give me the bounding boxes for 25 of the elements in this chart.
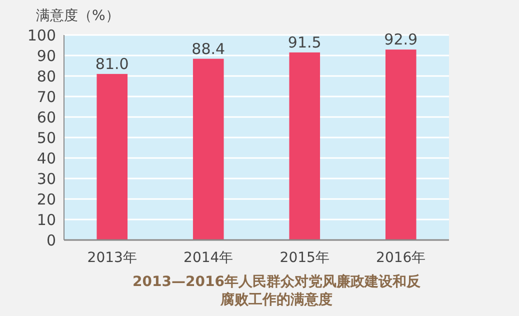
data-label: 88.4 (192, 40, 226, 58)
y-tick-label: 50 (36, 128, 56, 147)
y-tick-label: 70 (36, 88, 56, 106)
y-tick-label: 30 (36, 170, 56, 188)
y-axis-title: 满意度（%） (36, 8, 120, 24)
y-tick-label: 80 (36, 67, 56, 86)
y-tick-label: 40 (36, 149, 56, 168)
x-tick-label: 2013年 (87, 250, 137, 266)
x-tick-label: 2016年 (376, 250, 426, 266)
y-tick-label: 60 (36, 108, 56, 126)
data-label: 91.5 (288, 33, 322, 52)
y-tick-label: 0 (46, 231, 56, 250)
x-tick-label: 2015年 (280, 250, 330, 266)
data-label: 81.0 (95, 54, 129, 73)
data-label: 92.9 (384, 30, 418, 49)
y-tick-label: 20 (36, 190, 56, 208)
text: 2013—2016年人民群众对党风廉政建设和反腐败工作的满意度 (132, 273, 422, 308)
y-tick-label: 10 (36, 210, 56, 229)
bar (289, 52, 320, 240)
y-tick-label: 90 (36, 46, 56, 65)
x-tick-label: 2014年 (184, 250, 234, 266)
bar (385, 50, 416, 240)
bar (192, 58, 224, 240)
bar (96, 74, 128, 240)
y-tick-label: 100 (27, 26, 56, 44)
